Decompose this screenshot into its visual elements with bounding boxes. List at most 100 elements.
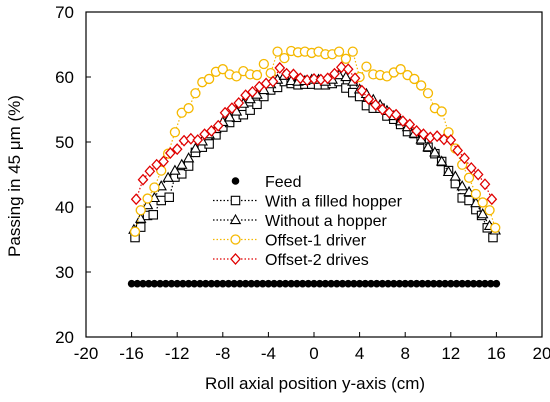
x-tick-label: -4 xyxy=(261,344,276,363)
series-0 xyxy=(127,279,501,288)
legend-marker xyxy=(231,177,240,185)
data-point xyxy=(169,164,181,175)
data-point xyxy=(435,155,448,166)
data-point xyxy=(164,192,174,203)
data-point xyxy=(390,108,402,121)
data-point xyxy=(333,46,345,57)
data-point xyxy=(231,71,242,82)
y-tick-label: 40 xyxy=(55,198,74,217)
data-point xyxy=(416,80,427,91)
data-point xyxy=(288,68,299,81)
data-point xyxy=(465,162,477,174)
data-point xyxy=(247,85,258,98)
data-point xyxy=(445,134,457,147)
x-tick-label: 4 xyxy=(355,344,364,363)
data-point xyxy=(459,152,470,165)
data-point xyxy=(144,165,156,178)
data-point xyxy=(219,106,231,119)
data-point xyxy=(356,84,368,97)
y-tick-label: 50 xyxy=(55,133,74,152)
data-point xyxy=(342,63,354,76)
data-point xyxy=(361,61,372,72)
x-tick-label: -8 xyxy=(215,344,230,363)
legend-label: Feed xyxy=(265,174,301,191)
data-point xyxy=(476,208,489,219)
data-point xyxy=(203,73,215,85)
data-point xyxy=(308,72,320,85)
data-point xyxy=(281,67,293,80)
data-point xyxy=(279,53,290,64)
data-point xyxy=(182,152,195,163)
series-4 xyxy=(130,61,498,206)
legend-entry: Offset-1 driver xyxy=(213,233,367,250)
data-point xyxy=(258,58,269,70)
data-point xyxy=(252,99,262,110)
data-point xyxy=(488,232,498,243)
data-point xyxy=(130,193,142,206)
plot-area xyxy=(85,11,543,338)
data-point xyxy=(490,222,501,233)
axis-tick-labels: -20 -16 -12 -8 -4 0 4 8 12 16 20 20 30 40 50 60 70 xyxy=(55,3,550,363)
x-tick-label: -12 xyxy=(165,344,190,363)
legend-entry: With a filled hopper xyxy=(213,194,403,211)
data-point xyxy=(158,155,169,168)
x-tick-label: 16 xyxy=(487,344,506,363)
data-point xyxy=(395,64,406,75)
y-axis-title: Passing in 45 μm (%) xyxy=(5,95,24,257)
legend-label: With a filled hopper xyxy=(265,194,403,211)
data-point xyxy=(171,143,183,156)
data-point xyxy=(137,173,149,186)
data-point xyxy=(438,133,450,146)
y-tick-label: 30 xyxy=(55,263,74,282)
data-point xyxy=(162,171,174,182)
x-tick-label: 20 xyxy=(533,344,550,363)
x-tick-label: -20 xyxy=(74,344,99,363)
x-tick-label: 8 xyxy=(400,344,409,363)
data-point xyxy=(245,105,255,115)
data-point xyxy=(251,69,263,81)
data-point xyxy=(429,146,441,157)
legend-entry: Without a hopper xyxy=(213,213,388,230)
data-point xyxy=(422,88,434,99)
legend-label: Offset-1 driver xyxy=(265,233,367,250)
data-point xyxy=(190,88,201,99)
data-point xyxy=(340,70,352,82)
data-point xyxy=(189,142,202,153)
data-point xyxy=(409,73,420,85)
legend-marker xyxy=(230,234,241,245)
data-point xyxy=(142,193,153,204)
data-point xyxy=(484,205,495,216)
data-point xyxy=(185,132,197,145)
legend-marker xyxy=(230,195,241,206)
series-3 xyxy=(129,45,501,237)
data-point xyxy=(192,134,204,147)
data-point xyxy=(148,210,159,220)
data-point xyxy=(212,119,224,132)
data-point xyxy=(470,188,482,200)
x-axis-title: Roll axial position y-axis (cm) xyxy=(205,374,425,393)
data-point xyxy=(149,182,160,193)
data-point xyxy=(340,53,352,64)
data-point xyxy=(449,170,462,181)
x-tick-label: 12 xyxy=(441,344,460,363)
legend-label: Offset-2 drives xyxy=(265,252,369,269)
data-point xyxy=(223,111,236,122)
data-point xyxy=(329,67,340,80)
data-point xyxy=(452,144,464,157)
series-layer xyxy=(127,45,501,288)
data-point xyxy=(479,178,491,191)
y-tick-label: 20 xyxy=(55,328,74,347)
legend: Feed With a filled hopper Without a hopper… xyxy=(213,174,403,269)
data-point xyxy=(226,102,238,115)
legend-marker xyxy=(230,253,241,265)
data-point xyxy=(272,46,283,57)
data-point xyxy=(349,72,361,85)
legend-entry: Feed xyxy=(231,174,301,191)
legend-marker xyxy=(229,213,242,225)
data-point xyxy=(169,127,181,138)
data-point xyxy=(422,141,434,152)
data-point xyxy=(135,205,146,216)
data-point xyxy=(404,118,416,131)
data-point xyxy=(217,64,228,75)
